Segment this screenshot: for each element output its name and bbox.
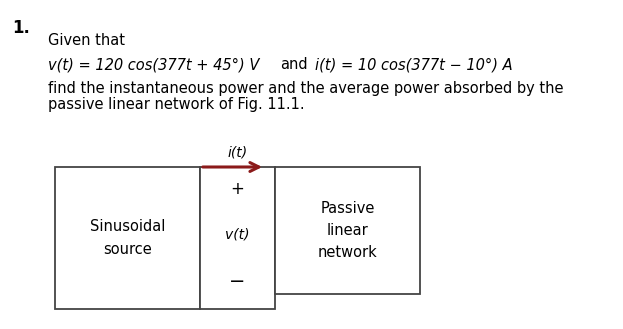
Text: 1.: 1. <box>12 19 30 37</box>
Text: Given that: Given that <box>48 33 125 48</box>
Text: i(t): i(t) <box>227 146 247 160</box>
Text: v(t): v(t) <box>226 227 250 241</box>
Text: passive linear network of Fig. 11.1.: passive linear network of Fig. 11.1. <box>48 97 305 112</box>
Text: i(t) = 10 cos(377t − 10°) A: i(t) = 10 cos(377t − 10°) A <box>315 57 513 72</box>
Text: −: − <box>229 271 245 291</box>
Text: Sinusoidal
source: Sinusoidal source <box>90 219 165 257</box>
Bar <box>275 167 420 294</box>
Bar <box>200 167 275 309</box>
Text: and: and <box>280 57 308 72</box>
Text: +: + <box>231 180 244 198</box>
Text: Passive
linear
network: Passive linear network <box>318 201 378 260</box>
Bar <box>55 167 200 309</box>
Text: find the instantaneous power and the average power absorbed by the: find the instantaneous power and the ave… <box>48 81 563 96</box>
Text: v(t) = 120 cos(377t + 45°) V: v(t) = 120 cos(377t + 45°) V <box>48 57 259 72</box>
